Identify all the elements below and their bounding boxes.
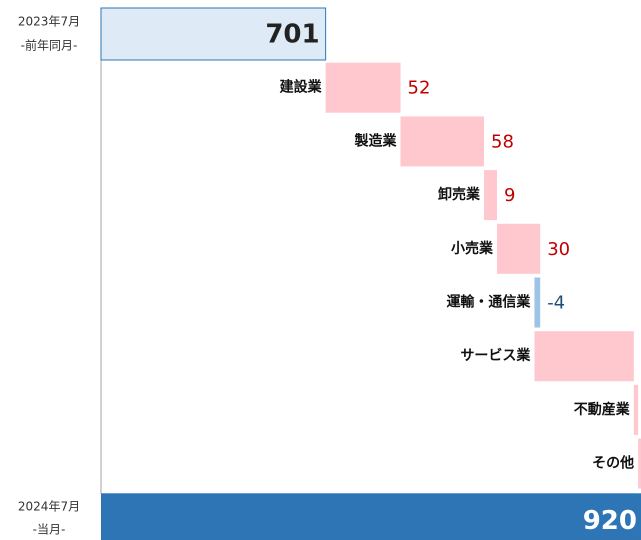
step-bar	[534, 277, 541, 328]
step-bar	[633, 384, 639, 435]
value-label: 9	[504, 185, 515, 206]
start-label: -前年同月-	[21, 38, 78, 53]
end-label: 2024年7月	[18, 500, 80, 514]
step-bar	[484, 170, 497, 221]
category-label: 運輸・通信業	[446, 294, 531, 311]
step-bar	[497, 223, 541, 274]
end-value: 920	[583, 506, 637, 536]
start-value: 701	[265, 20, 319, 50]
step-bar	[325, 62, 401, 113]
category-label: 製造業	[354, 132, 398, 149]
value-label: 52	[408, 78, 431, 99]
start-label: 2023年7月	[18, 15, 80, 29]
step-bar	[400, 116, 485, 167]
end-label: -当月-	[33, 523, 66, 537]
value-label: 58	[491, 131, 514, 152]
value-label: -4	[547, 293, 565, 314]
category-label: その他	[592, 455, 634, 472]
step-bar	[638, 438, 641, 489]
end-bar	[101, 493, 641, 540]
value-label: 30	[547, 239, 570, 260]
step-bar	[534, 331, 634, 382]
start-bar	[100, 7, 327, 61]
category-label: 卸売業	[438, 186, 481, 203]
category-label: 不動産業	[574, 401, 631, 418]
category-label: 建設業	[280, 79, 323, 96]
category-label: 小売業	[451, 240, 494, 257]
category-label: サービス業	[460, 347, 531, 364]
